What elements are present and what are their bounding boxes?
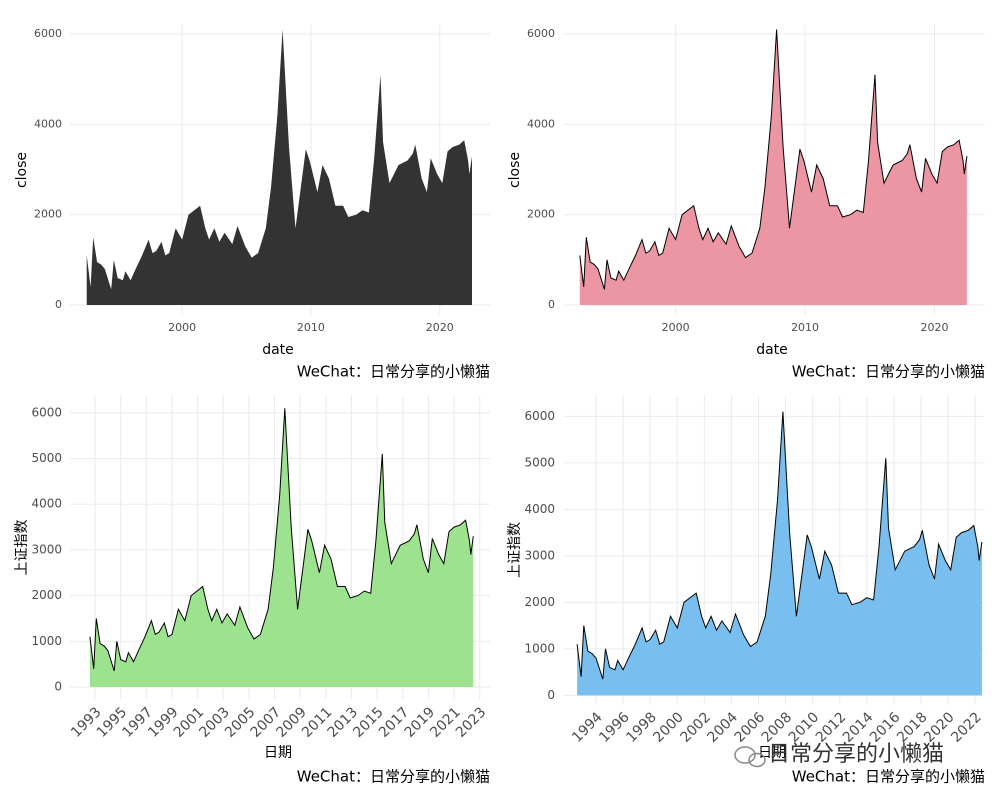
y-tick-label: 6000	[34, 27, 62, 40]
x-tick-label: 2000	[650, 709, 687, 746]
x-tick-label: 2010	[791, 321, 819, 334]
caption: WeChat：日常分享的小懒猫	[792, 768, 985, 786]
line	[579, 29, 968, 290]
watermark-icon	[734, 746, 766, 768]
y-tick-label: 0	[548, 298, 555, 311]
x-tick-label: 1994	[569, 709, 606, 746]
x-axis-label: date	[262, 342, 294, 358]
x-axis-label: 日期	[758, 745, 786, 761]
y-tick-label: 4000	[524, 502, 555, 516]
x-tick-label: 2023	[453, 704, 490, 741]
y-tick-label: 4000	[527, 117, 555, 130]
x-tick-label: 2004	[705, 709, 742, 746]
x-tick-label: 2014	[840, 709, 877, 746]
x-tick-label: 1998	[623, 709, 660, 746]
y-tick-label: 0	[55, 298, 62, 311]
y-tick-label: 4000	[31, 497, 62, 511]
y-tick-label: 3000	[524, 548, 555, 562]
y-tick-label: 2000	[31, 588, 62, 602]
x-tick-label: 2020	[426, 321, 454, 334]
y-tick-label: 0	[547, 688, 555, 702]
x-tick-label: 2022	[948, 709, 985, 746]
y-tick-label: 4000	[34, 117, 62, 130]
y-axis-label: 上证指数	[14, 520, 30, 576]
x-tick-label: 2018	[894, 709, 931, 746]
y-tick-label: 5000	[31, 451, 62, 465]
x-axis-label: date	[756, 342, 788, 358]
y-axis-label: close	[14, 152, 30, 188]
x-tick-label: 2020	[921, 321, 949, 334]
caption: WeChat：日常分享的小懒猫	[297, 768, 490, 786]
y-tick-label: 2000	[524, 595, 555, 609]
y-tick-label: 0	[54, 679, 62, 693]
x-axis-label: 日期	[264, 745, 292, 761]
x-tick-label: 2010	[786, 709, 823, 746]
x-tick-label: 2012	[813, 709, 850, 746]
y-axis-label: 上证指数	[507, 522, 523, 578]
y-tick-label: 6000	[524, 409, 555, 423]
x-tick-label: 2016	[867, 709, 904, 746]
y-tick-label: 6000	[31, 405, 62, 419]
watermark-text: 日常分享的小懒猫	[768, 742, 944, 767]
y-tick-label: 2000	[527, 208, 555, 221]
caption: WeChat：日常分享的小懒猫	[297, 363, 490, 381]
line	[576, 411, 983, 680]
x-tick-label: 2020	[921, 709, 958, 746]
y-tick-label: 2000	[34, 208, 62, 221]
x-tick-label: 2000	[168, 321, 196, 334]
area	[89, 408, 474, 687]
x-tick-label: 2006	[732, 709, 769, 746]
x-tick-label: 2008	[759, 709, 796, 746]
x-tick-label: 2000	[662, 321, 690, 334]
y-tick-label: 3000	[31, 542, 62, 556]
y-tick-label: 6000	[527, 27, 555, 40]
y-axis-label: close	[507, 152, 523, 188]
y-tick-label: 5000	[524, 455, 555, 469]
y-tick-label: 1000	[31, 634, 62, 648]
x-tick-label: 2002	[677, 709, 714, 746]
x-tick-label: 2010	[297, 321, 325, 334]
line	[89, 408, 474, 672]
area	[579, 29, 967, 306]
y-tick-label: 1000	[524, 641, 555, 655]
area	[86, 29, 472, 306]
caption: WeChat：日常分享的小懒猫	[792, 363, 985, 381]
x-tick-label: 1996	[596, 709, 633, 746]
